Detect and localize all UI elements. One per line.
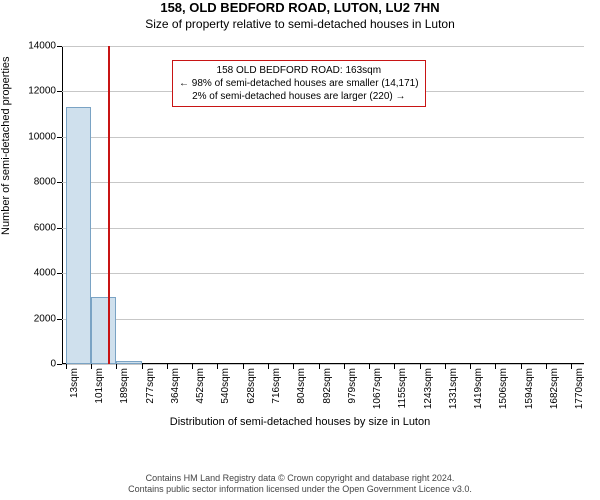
reference-marker-line	[108, 46, 110, 364]
x-tick-mark	[369, 364, 370, 369]
y-axis-label: Number of semi-detached properties	[0, 56, 12, 235]
x-tick-mark	[66, 364, 67, 369]
x-tick-label: 452sqm	[195, 368, 206, 404]
x-tick-mark	[142, 364, 143, 369]
x-tick-label: 716sqm	[271, 368, 282, 404]
annotation-line: 158 OLD BEDFORD ROAD: 163sqm	[179, 64, 419, 77]
annotation-line: ← 98% of semi-detached houses are smalle…	[179, 77, 419, 90]
x-tick-mark	[91, 364, 92, 369]
x-tick-label: 1770sqm	[574, 368, 585, 409]
x-tick-mark	[420, 364, 421, 369]
chart-subtitle: Size of property relative to semi-detach…	[0, 17, 600, 31]
gridline	[62, 137, 584, 138]
x-tick-mark	[546, 364, 547, 369]
footer-line-2: Contains public sector information licen…	[0, 484, 600, 496]
y-tick-label: 8000	[34, 177, 56, 188]
y-tick-mark	[57, 91, 62, 92]
gridline	[62, 319, 584, 320]
x-tick-label: 1331sqm	[448, 368, 459, 409]
y-tick-label: 4000	[34, 268, 56, 279]
x-tick-label: 13sqm	[69, 368, 80, 398]
x-tick-label: 1067sqm	[372, 368, 383, 409]
x-tick-mark	[243, 364, 244, 369]
y-tick-mark	[57, 46, 62, 47]
gridline	[62, 364, 584, 365]
histogram-bar	[91, 297, 116, 364]
x-tick-mark	[445, 364, 446, 369]
x-tick-label: 1506sqm	[498, 368, 509, 409]
x-tick-mark	[319, 364, 320, 369]
x-tick-label: 1243sqm	[423, 368, 434, 409]
x-tick-label: 892sqm	[322, 368, 333, 404]
x-tick-label: 189sqm	[119, 368, 130, 404]
x-tick-mark	[268, 364, 269, 369]
x-tick-label: 628sqm	[246, 368, 257, 404]
y-tick-label: 12000	[28, 86, 56, 97]
x-tick-label: 1155sqm	[397, 368, 408, 408]
histogram-bar	[116, 361, 141, 364]
y-tick-label: 10000	[28, 131, 56, 142]
gridline	[62, 182, 584, 183]
plot-area: 02000400060008000100001200014000158 OLD …	[62, 46, 584, 364]
x-axis-label: Distribution of semi-detached houses by …	[0, 416, 600, 428]
histogram-bar	[66, 107, 91, 364]
x-tick-label: 101sqm	[94, 368, 105, 404]
x-tick-label: 277sqm	[145, 368, 156, 404]
x-tick-label: 979sqm	[347, 368, 358, 404]
chart-container: Number of semi-detached properties 02000…	[0, 40, 600, 430]
y-tick-mark	[57, 273, 62, 274]
x-tick-label: 1419sqm	[473, 368, 484, 409]
x-tick-mark	[495, 364, 496, 369]
y-tick-mark	[57, 364, 62, 365]
x-tick-label: 1594sqm	[524, 368, 535, 409]
x-tick-label: 1682sqm	[549, 368, 560, 409]
footer-line-1: Contains HM Land Registry data © Crown c…	[0, 473, 600, 485]
gridline	[62, 228, 584, 229]
x-tick-mark	[344, 364, 345, 369]
x-tick-mark	[293, 364, 294, 369]
gridline	[62, 46, 584, 47]
y-axis-line	[62, 46, 63, 364]
y-tick-mark	[57, 182, 62, 183]
footer-attribution: Contains HM Land Registry data © Crown c…	[0, 473, 600, 496]
annotation-box: 158 OLD BEDFORD ROAD: 163sqm← 98% of sem…	[172, 60, 426, 107]
y-tick-label: 6000	[34, 222, 56, 233]
x-tick-mark	[217, 364, 218, 369]
y-tick-label: 0	[50, 359, 56, 370]
x-tick-mark	[571, 364, 572, 369]
x-tick-mark	[521, 364, 522, 369]
gridline	[62, 273, 584, 274]
y-tick-label: 2000	[34, 313, 56, 324]
annotation-line: 2% of semi-detached houses are larger (2…	[179, 90, 419, 103]
chart-title: 158, OLD BEDFORD ROAD, LUTON, LU2 7HN	[0, 0, 600, 15]
y-tick-mark	[57, 319, 62, 320]
x-tick-mark	[470, 364, 471, 369]
x-tick-mark	[394, 364, 395, 369]
y-tick-mark	[57, 228, 62, 229]
x-tick-label: 540sqm	[220, 368, 231, 404]
x-tick-label: 364sqm	[170, 368, 181, 404]
x-tick-mark	[116, 364, 117, 369]
y-tick-mark	[57, 137, 62, 138]
x-tick-mark	[192, 364, 193, 369]
x-tick-mark	[167, 364, 168, 369]
y-tick-label: 14000	[28, 41, 56, 52]
x-tick-label: 804sqm	[296, 368, 307, 404]
